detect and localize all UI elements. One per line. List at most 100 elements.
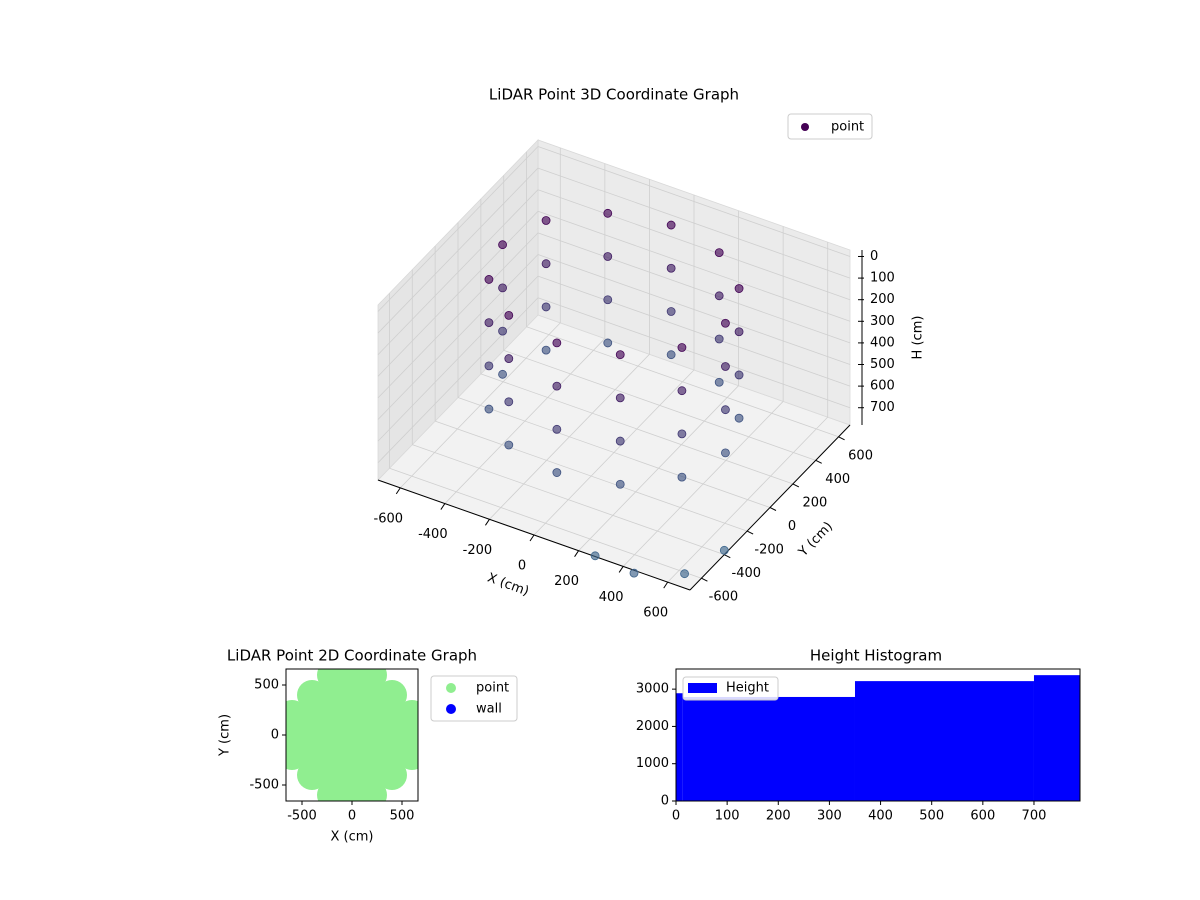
x-tick-label: 400 [599,590,624,605]
grid-line [537,189,851,301]
point [615,350,625,360]
chart-title: LiDAR Point 2D Coordinate Graph [227,647,477,665]
y-tick-label: 0 [271,728,279,743]
z-tick-label: 200 [870,292,895,307]
point [541,216,551,225]
grid-line [377,211,539,377]
grid-line [457,397,771,508]
point [498,283,507,293]
bar [676,693,683,801]
grid-line [537,232,851,344]
point [666,350,676,360]
legend-marker [801,123,809,131]
legend-label: Height [726,681,769,696]
x-axis-label: X (cm) [331,830,374,845]
y-axis-line [689,424,851,591]
z-tick-label: 400 [870,335,895,350]
y-tick [815,459,822,464]
point [504,354,514,363]
legend-label: wall [476,702,502,717]
point [541,302,551,312]
point [397,700,418,730]
chart-histogram: Height 0 100 200 300 400 500 600 700 0 1000 2000 300… [636,647,1081,824]
point [377,680,407,710]
point [721,448,730,458]
x-tick-label: 0 [518,559,526,574]
x-tick [618,566,624,573]
point [629,568,639,578]
y-tick-label: 500 [254,678,279,693]
point [714,377,724,387]
y-tick-label: 0 [661,794,669,809]
point [504,397,514,407]
point [677,429,687,439]
chart-title: Height Histogram [810,647,942,665]
x-tick-label: 500 [919,809,944,824]
grid-line [537,210,851,322]
x-tick-label: -200 [463,543,493,558]
legend-box [787,113,873,140]
y-tick [769,507,777,511]
chart-2d: point wall -500 0 500 -500 0 500 X (cm) Y (cm) LiD… [218,647,518,845]
point [603,338,613,348]
point [677,472,687,482]
z-tick-label: 600 [870,379,895,394]
grid-line [377,275,539,442]
grid-line [377,146,539,312]
point [541,345,551,355]
plot-area [286,669,418,801]
grid-line [537,275,851,387]
x-tick-label: -600 [374,511,404,526]
point [603,208,613,218]
point [719,545,729,555]
point [484,404,494,414]
point [615,393,625,403]
grid-line [435,420,748,532]
x-tick [485,519,490,526]
y-tick-label: 2000 [636,719,669,734]
grid-line [377,254,539,420]
y-tick [792,483,800,488]
point [721,362,730,371]
point [721,318,730,328]
x-tick-label: 400 [868,809,893,824]
point [498,240,507,250]
point [552,338,562,348]
legend-box [682,676,779,701]
y-tick-label: -200 [754,543,784,558]
point [734,370,744,380]
point [552,381,562,391]
grid-line [389,467,702,579]
grid-line [377,189,539,355]
chart-3d: -600 -400 -200 0 200 400 600 -600 -400 -200 0 200 40… [374,86,926,621]
z-tick-label: 300 [870,314,895,329]
point [734,284,744,293]
x-tick [663,581,669,589]
y-tick-label: 1000 [636,756,669,771]
x-tick-label: -400 [418,527,448,542]
point [666,263,676,273]
point [498,326,507,336]
point [721,405,730,415]
point [552,424,562,434]
y-tick [724,554,731,559]
point [677,343,687,352]
grid-line [503,349,816,461]
x-tick-label: 0 [348,809,356,824]
chart-title: LiDAR Point 3D Coordinate Graph [489,86,739,104]
x-tick [529,534,535,542]
y-tick-label: 0 [788,519,796,534]
point [552,468,562,477]
point [714,248,724,257]
bar [1033,675,1080,801]
z-tick-label: 500 [870,357,895,372]
y-tick-label: 600 [848,448,873,463]
grid-line [537,297,851,409]
point [484,275,494,284]
point [603,295,613,305]
grid-line [377,232,539,399]
point [541,259,551,269]
legend-marker [446,683,456,693]
